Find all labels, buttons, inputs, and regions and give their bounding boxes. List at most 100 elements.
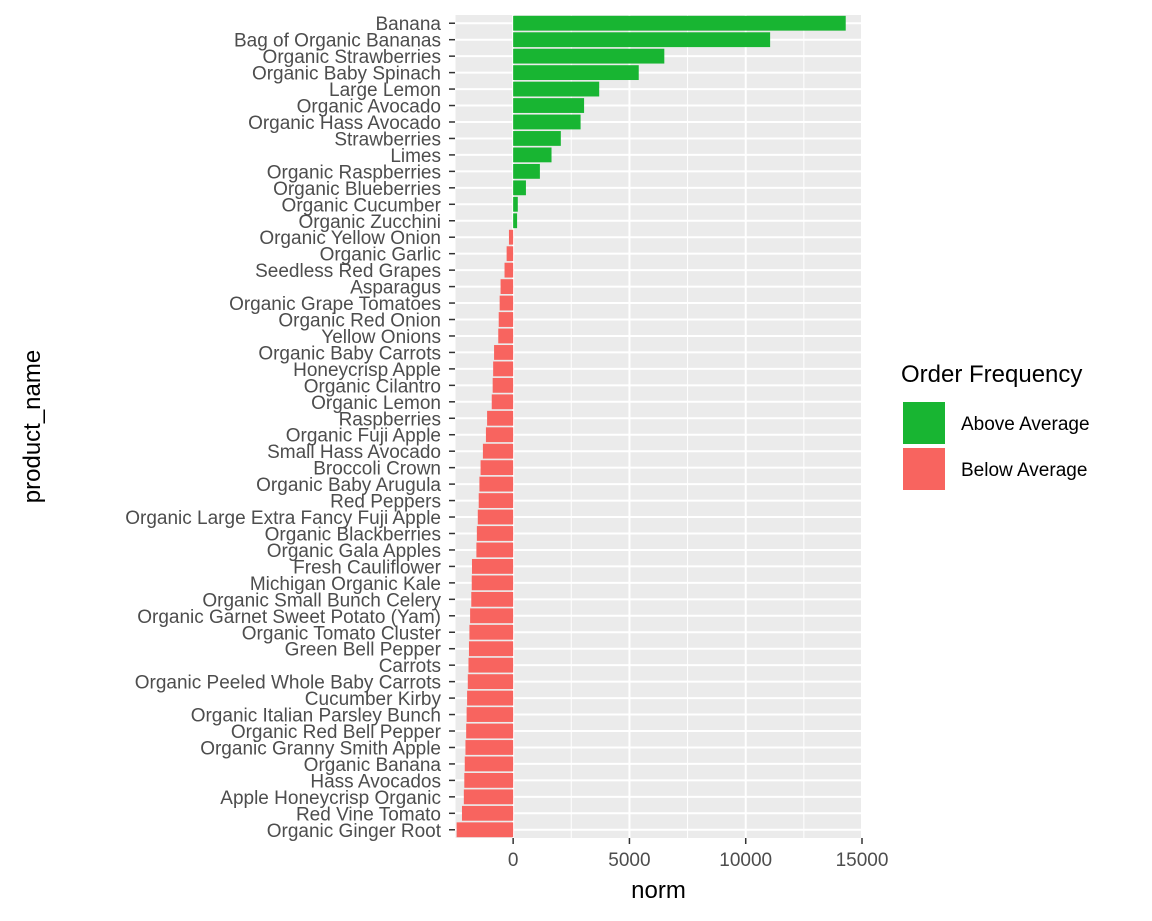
y-tick-label: Seedless Red Grapes <box>255 261 441 282</box>
y-tick-label: Strawberries <box>334 129 441 150</box>
x-tick-label: 5000 <box>608 850 650 871</box>
bar-organic-raspberries <box>513 163 540 179</box>
x-tick-label: 15000 <box>836 850 889 871</box>
y-tick-label: Hass Avocados <box>310 771 441 792</box>
bar-organic-grape-tomatoes <box>499 295 514 311</box>
y-tick-label: Green Bell Pepper <box>285 640 442 661</box>
bar-organic-small-bunch-celery <box>471 591 514 607</box>
y-tick-label: Large Lemon <box>329 80 441 101</box>
y-tick-label: Organic Baby Arugula <box>256 475 441 496</box>
bar-organic-baby-spinach <box>513 65 639 81</box>
y-tick-label: Red Vine Tomato <box>296 804 441 825</box>
bar-organic-fuji-apple <box>485 427 514 443</box>
y-tick-label: Organic Hass Avocado <box>248 113 441 134</box>
y-tick-label: Raspberries <box>339 409 441 430</box>
y-tick-label: Yellow Onions <box>321 327 441 348</box>
y-tick-label: Honeycrisp Apple <box>293 360 441 381</box>
bar-strawberries <box>513 131 561 146</box>
bar-organic-baby-carrots <box>494 345 514 360</box>
bar-organic-gala-apples <box>476 542 514 558</box>
bar-honeycrisp-apple <box>493 361 514 377</box>
legend-key-below-average <box>903 448 945 490</box>
bar-red-vine-tomato <box>461 805 514 821</box>
legend-label-below-average: Below Average <box>961 460 1087 481</box>
bar-carrots <box>468 657 514 673</box>
y-tick-label: Organic Red Onion <box>278 311 441 332</box>
y-tick-label: Organic Blackberries <box>265 524 441 545</box>
bars-group <box>456 15 846 838</box>
y-tick-label: Small Hass Avocado <box>267 442 441 463</box>
y-tick-label: Limes <box>390 146 441 167</box>
y-tick-label: Organic Ginger Root <box>267 821 442 842</box>
y-tick-label: Organic Italian Parsley Bunch <box>191 706 441 727</box>
y-tick-label: Organic Fuji Apple <box>286 426 441 447</box>
bar-apple-honeycrisp-organic <box>463 789 514 805</box>
bar-seedless-red-grapes <box>504 262 514 278</box>
x-axis-title: norm <box>631 877 686 904</box>
bar-organic-red-bell-pepper <box>466 723 514 739</box>
y-tick-label: Bag of Organic Bananas <box>234 31 441 52</box>
legend-label-above-average: Above Average <box>961 414 1090 435</box>
y-tick-label: Organic Blueberries <box>273 179 441 200</box>
y-tick-label: Organic Strawberries <box>263 47 441 68</box>
bar-organic-baby-arugula <box>479 476 514 492</box>
bar-organic-blackberries <box>476 526 514 541</box>
legend: Order Frequency Above Average Below Aver… <box>901 361 1090 490</box>
y-tick-label: Organic Avocado <box>297 97 441 118</box>
y-tick-label: Organic Grape Tomatoes <box>229 294 441 315</box>
y-tick-label: Michigan Organic Kale <box>250 574 441 595</box>
bar-organic-red-onion <box>498 312 514 327</box>
x-tick-label: 0 <box>508 850 519 871</box>
bar-banana <box>513 15 846 31</box>
y-tick-label: Red Peppers <box>330 492 441 513</box>
bar-organic-garnet-sweet-potato-yam <box>470 608 514 624</box>
x-tick-label: 10000 <box>719 850 772 871</box>
y-tick-label: Banana <box>375 14 441 35</box>
y-tick-label: Organic Baby Spinach <box>252 64 441 85</box>
bar-green-bell-pepper <box>468 641 514 657</box>
bar-organic-granny-smith-apple <box>465 740 514 755</box>
y-tick-label: Organic Banana <box>304 755 442 776</box>
bar-organic-hass-avocado <box>513 114 581 130</box>
bar-michigan-organic-kale <box>471 575 514 591</box>
legend-key-above-average <box>903 402 945 444</box>
bar-organic-blueberries <box>513 180 526 196</box>
y-tick-label: Organic Raspberries <box>267 162 441 183</box>
bar-fresh-cauliflower <box>471 559 514 574</box>
y-tick-label: Organic Lemon <box>311 393 441 414</box>
bar-broccoli-crown <box>480 460 514 476</box>
y-tick-label: Organic Red Bell Pepper <box>231 722 442 743</box>
bar-large-lemon <box>513 81 600 97</box>
y-tick-label: Asparagus <box>350 278 441 299</box>
bar-organic-lemon <box>491 394 514 410</box>
bar-small-hass-avocado <box>482 443 514 459</box>
bar-organic-cucumber <box>513 196 518 212</box>
bar-red-peppers <box>478 493 514 508</box>
bar-organic-cilantro <box>492 377 514 393</box>
y-tick-label: Organic Tomato Cluster <box>242 623 442 644</box>
y-tick-label: Organic Garlic <box>320 245 441 266</box>
bar-organic-peeled-whole-baby-carrots <box>467 674 514 690</box>
y-tick-label: Organic Cilantro <box>304 376 441 397</box>
bar-hass-avocados <box>464 772 514 788</box>
bar-organic-avocado <box>513 98 585 113</box>
y-tick-label: Organic Small Bunch Celery <box>202 590 441 611</box>
bar-limes <box>513 147 552 163</box>
bar-organic-large-extra-fancy-fuji-apple <box>477 509 514 525</box>
y-tick-label: Cucumber Kirby <box>305 689 442 710</box>
bar-yellow-onions <box>498 328 514 344</box>
y-tick-label: Organic Gala Apples <box>267 541 441 562</box>
bar-cucumber-kirby <box>467 690 514 706</box>
y-tick-label: Organic Large Extra Fancy Fuji Apple <box>125 508 441 529</box>
bar-organic-garlic <box>506 246 514 262</box>
bar-organic-yellow-onion <box>508 229 514 245</box>
y-tick-label: Fresh Cauliflower <box>293 557 441 578</box>
y-tick-label: Organic Granny Smith Apple <box>200 738 441 759</box>
y-tick-label: Organic Cucumber <box>282 195 442 216</box>
bar-organic-strawberries <box>513 48 665 64</box>
y-tick-label: Broccoli Crown <box>313 459 441 480</box>
y-tick-label: Organic Yellow Onion <box>259 228 441 249</box>
